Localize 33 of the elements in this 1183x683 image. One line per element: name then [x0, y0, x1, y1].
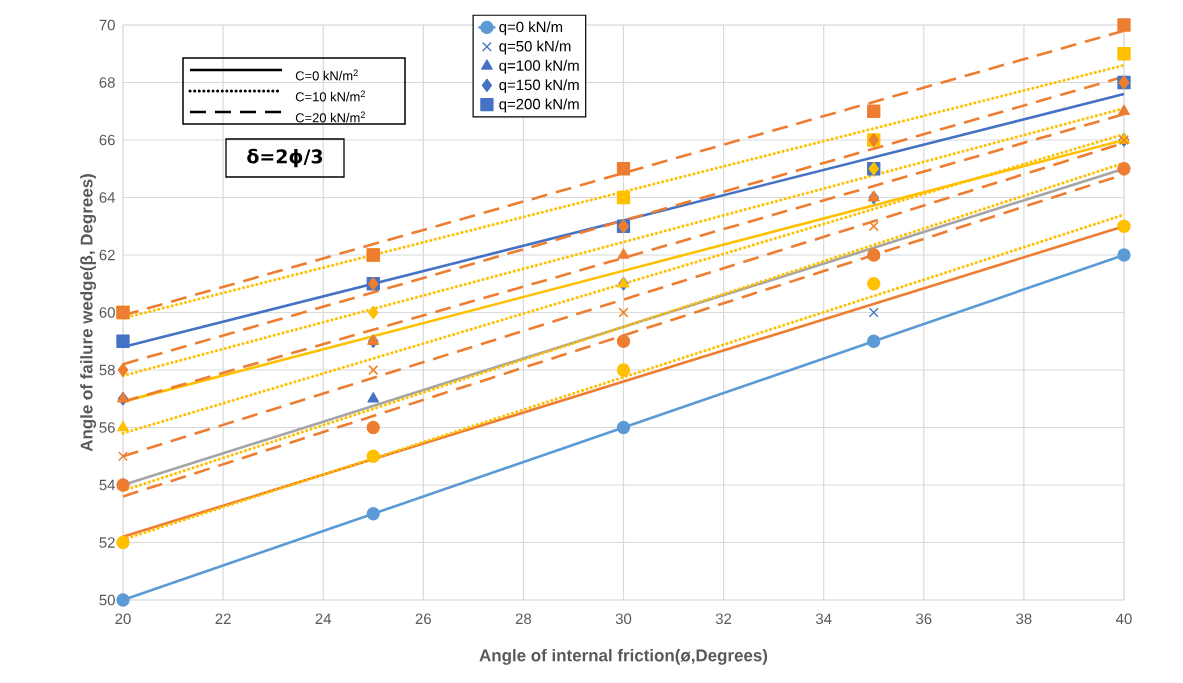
legend-label: q=0 kN/m — [499, 21, 563, 36]
legend-label: q=100 kN/m — [499, 59, 579, 74]
x-tick-label: 36 — [916, 613, 932, 625]
y-tick-label: 62 — [99, 249, 115, 261]
annotation: C=20 kN/m$^{2}$ — [295, 111, 365, 123]
legend-label: q=150 kN/m — [499, 79, 579, 94]
x-tick-label: 28 — [515, 613, 532, 625]
y-tick-label: 66 — [99, 134, 115, 146]
annotation: δ=2ϕ/3 — [247, 148, 323, 168]
annotation: C=0 kN/m$^{2}$ — [295, 69, 358, 81]
x-tick-label: 34 — [815, 613, 832, 625]
annotation: C=10 kN/m$^{2}$ — [295, 90, 365, 102]
x-tick-label: 30 — [615, 613, 632, 625]
x-tick-label: 20 — [115, 613, 131, 625]
legend-label: q=200 kN/m — [499, 98, 579, 113]
y-tick-label: 70 — [99, 19, 115, 31]
x-tick-label: 32 — [715, 613, 732, 625]
y-tick-label: 56 — [99, 422, 115, 433]
y-tick-label: 60 — [99, 307, 115, 318]
x-tick-label: 38 — [1016, 613, 1032, 625]
y-tick-label: 54 — [99, 479, 116, 491]
x-tick-label: 26 — [415, 613, 431, 625]
y-tick-label: 52 — [99, 537, 115, 548]
x-axis-title: Angle of internal friction(ø,Degrees) — [479, 648, 768, 665]
y-axis-title: Angle of failure wedge(β, Degrees) — [80, 174, 97, 452]
y-tick-label: 58 — [99, 364, 115, 376]
x-tick-label: 22 — [215, 613, 231, 624]
x-tick-label: 40 — [1116, 613, 1132, 625]
y-tick-label: 68 — [99, 77, 115, 88]
y-tick-label: 50 — [99, 594, 115, 606]
y-tick-label: 64 — [99, 192, 116, 203]
x-tick-label: 24 — [315, 613, 332, 624]
legend-label: q=50 kN/m — [499, 40, 571, 55]
